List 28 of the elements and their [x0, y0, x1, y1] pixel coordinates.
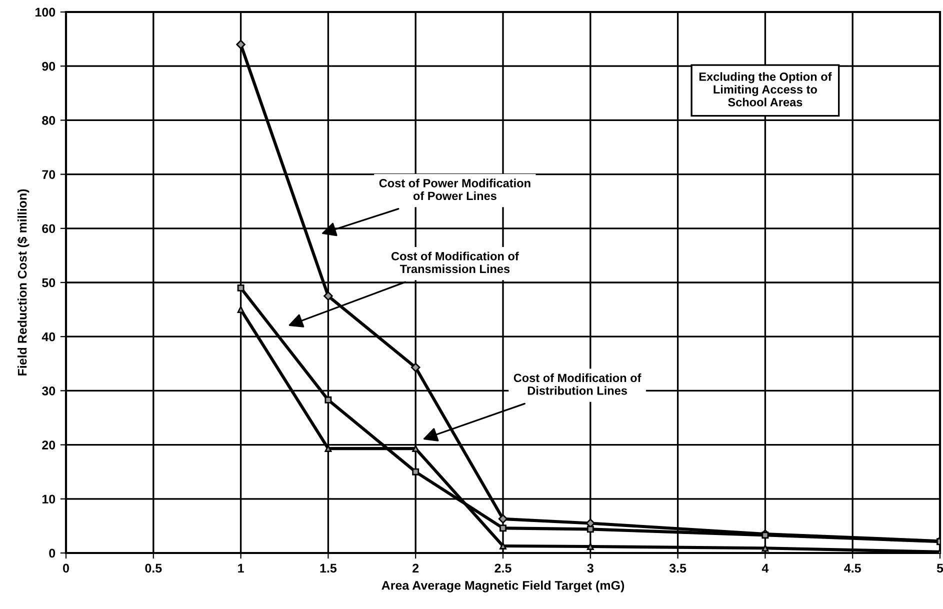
y-tick-label: 30: [42, 386, 56, 396]
annotation: Cost of Power Modification of Power Lines: [379, 178, 530, 200]
annotation: Excluding the Option of Limiting Access to School Areas: [699, 72, 832, 106]
y-tick-label: 100: [36, 8, 56, 17]
y-tick-label: 50: [42, 278, 56, 288]
annotation: Cost of Modification of Transmission Lines: [391, 252, 519, 274]
x-tick-label: 3: [587, 564, 594, 573]
x-tick-label: 0.5: [145, 564, 162, 573]
x-tick-label: 1.5: [320, 564, 337, 573]
y-tick-label: 40: [42, 332, 56, 342]
y-tick-label: 0: [49, 548, 56, 558]
x-tick-label: 2.5: [494, 564, 512, 573]
y-tick-label: 10: [42, 494, 56, 504]
x-tick-label: 5: [936, 564, 943, 573]
x-axis-title: Area Average Magnetic Field Target (mG): [382, 580, 624, 592]
annotation: Cost of Modification of Distribution Lines: [514, 373, 642, 395]
x-tick-label: 4.5: [844, 564, 861, 573]
y-tick-label: 60: [42, 224, 56, 234]
x-tick-label: 3.5: [669, 564, 686, 573]
y-axis-title: Field Reduction Cost ($ million): [17, 189, 30, 376]
y-tick-label: 90: [42, 62, 56, 71]
y-tick-label: 70: [42, 170, 56, 179]
y-tick-label: 20: [42, 440, 56, 450]
x-tick-label: 4: [762, 564, 769, 572]
x-tick-label: 0: [63, 564, 69, 573]
y-tick-label: 80: [42, 116, 56, 125]
x-tick-label: 2: [412, 564, 419, 572]
x-tick-label: 1: [238, 564, 244, 572]
